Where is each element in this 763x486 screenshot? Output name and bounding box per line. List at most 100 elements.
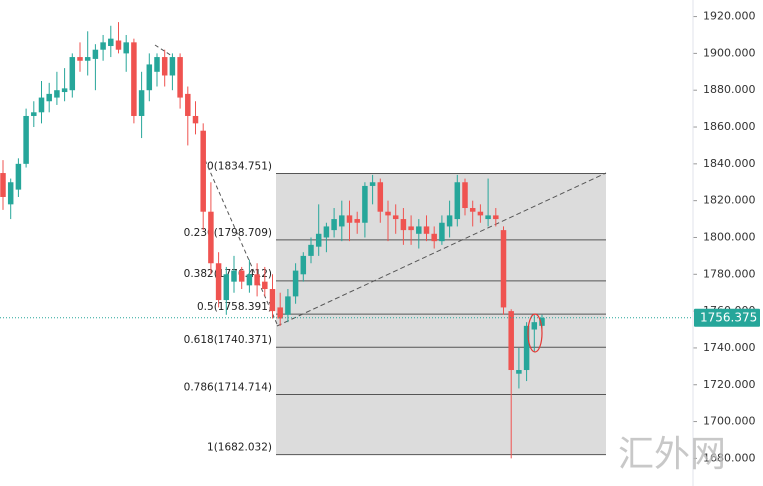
y-tick-label: 1680.000 <box>703 451 756 464</box>
last-price-label: 1756.375 <box>700 310 757 324</box>
candle-body <box>192 115 199 124</box>
candle-body <box>154 57 160 72</box>
fib-retracement: 0(1834.751)0.236(1798.709)0.382(1776.412… <box>184 161 606 456</box>
candle-body <box>362 185 368 223</box>
y-tick-label: 1800.000 <box>703 230 756 243</box>
last-price: 1756.375 <box>0 308 760 327</box>
candle-body <box>439 222 445 242</box>
candle-body <box>115 40 122 50</box>
candle-body <box>269 289 276 312</box>
fib-level-label: 1(1682.032) <box>207 442 272 454</box>
trend-line <box>276 172 607 327</box>
candle-body <box>54 90 60 98</box>
candle-body <box>323 226 330 238</box>
candle-body <box>100 42 106 50</box>
candle-body <box>408 226 414 231</box>
y-tick-label: 1820.000 <box>703 194 756 207</box>
candle-body <box>315 233 322 247</box>
candle-body <box>523 325 530 371</box>
candle-body <box>493 215 499 220</box>
candle-body <box>23 115 29 164</box>
candle-body <box>208 211 214 264</box>
y-tick-label: 1740.000 <box>703 341 756 354</box>
candle-body <box>369 182 376 186</box>
fib-level-label: 0.618(1740.371) <box>184 334 272 346</box>
price-axis: 1680.0001700.0001720.0001740.0001760.000… <box>693 10 756 464</box>
candle-body <box>238 270 245 282</box>
candle-body <box>69 57 76 91</box>
candle-body <box>38 97 45 113</box>
candle-body <box>354 219 360 223</box>
candle-body <box>215 263 222 301</box>
candle-body <box>285 296 291 315</box>
candle-body <box>308 244 314 256</box>
candle-body <box>7 182 14 205</box>
candle-body <box>108 38 114 47</box>
watermark: 汇外网 <box>618 434 726 475</box>
fib-level-label: 0(1834.751) <box>207 161 272 173</box>
candle-body <box>416 226 422 234</box>
candle-body <box>500 230 507 308</box>
fib-level-label: 0.5(1758.391) <box>197 301 272 313</box>
candle-body <box>123 42 129 54</box>
candle-body <box>516 370 522 374</box>
candle-body <box>161 57 168 76</box>
candle-body <box>431 233 437 242</box>
last-price-box <box>694 308 760 327</box>
y-tick-label: 1920.000 <box>703 10 756 23</box>
candle-body <box>46 93 52 102</box>
candle-body <box>84 57 91 61</box>
y-tick-label: 1840.000 <box>703 157 756 170</box>
candle-body <box>0 173 6 197</box>
candle-body <box>31 112 37 116</box>
candle-body <box>400 219 407 231</box>
dashed-line <box>154 44 173 57</box>
candle-body <box>92 49 99 59</box>
candle-body <box>446 215 453 227</box>
candle-body <box>346 215 353 223</box>
candle-body <box>169 57 176 76</box>
y-tick-label: 1860.000 <box>703 120 756 133</box>
candle-body <box>131 42 137 116</box>
fib-level-label: 0.236(1798.709) <box>184 227 272 239</box>
y-tick-label: 1780.000 <box>703 267 756 280</box>
candle-body <box>231 270 237 282</box>
candle-body <box>200 130 206 212</box>
candle-body <box>485 215 491 220</box>
candle-body <box>262 281 268 290</box>
candle-body <box>331 219 337 231</box>
candle-body <box>146 64 153 91</box>
candle-body <box>177 57 183 98</box>
fib-base-line <box>204 159 278 325</box>
candle-body <box>185 93 191 116</box>
candle-body <box>61 88 68 93</box>
candle-body <box>508 311 514 371</box>
candle-body <box>292 270 299 297</box>
candle-body <box>377 182 384 212</box>
candle-body <box>462 182 468 209</box>
y-tick-label: 1720.000 <box>703 378 756 391</box>
candle-body <box>339 215 345 227</box>
candle-body <box>77 57 83 61</box>
candle-body <box>423 226 430 234</box>
candle-body <box>300 255 307 275</box>
candle-body <box>477 211 484 216</box>
candle-body <box>246 274 253 286</box>
fib-level-label: 0.786(1714.714) <box>184 381 272 393</box>
candle-body <box>277 307 283 319</box>
highlight-ellipse <box>527 313 543 353</box>
y-tick-label: 1880.000 <box>703 83 756 96</box>
y-tick-label: 1900.000 <box>703 46 756 59</box>
candle-body <box>454 182 461 220</box>
candle-body <box>539 317 545 326</box>
candle-body <box>531 322 538 330</box>
candle-body <box>254 274 260 286</box>
candle-body <box>392 215 399 220</box>
y-tick-label: 1700.000 <box>703 415 756 428</box>
candle-body <box>15 163 22 190</box>
candle-body <box>469 208 476 212</box>
candle-body <box>223 274 230 301</box>
candles <box>0 22 545 459</box>
candle-body <box>385 211 391 216</box>
